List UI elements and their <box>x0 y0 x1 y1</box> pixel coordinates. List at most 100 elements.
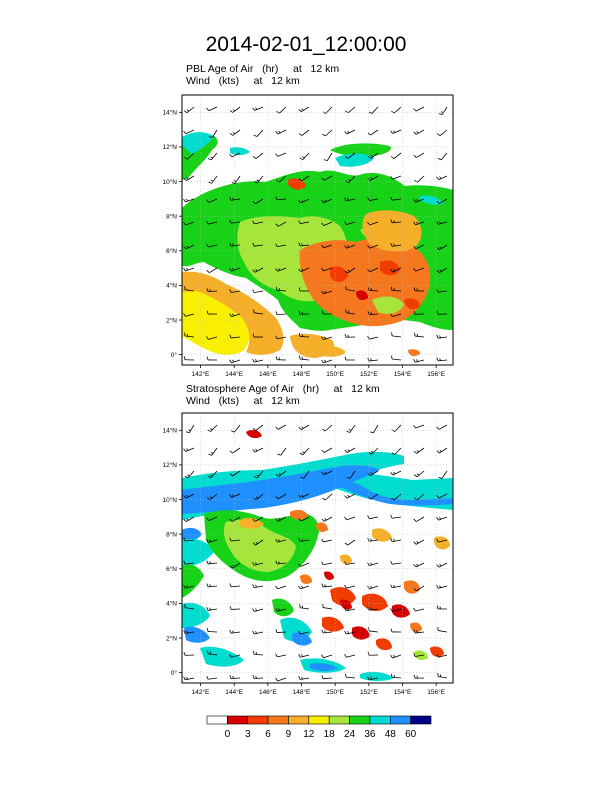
wind-barb <box>344 607 356 612</box>
wind-barb <box>390 608 402 612</box>
wind-barb <box>300 470 310 479</box>
x-tick-label: 148°E <box>293 688 311 696</box>
wind-barb <box>183 313 195 317</box>
wind-barb <box>183 516 195 522</box>
wind-barb <box>436 424 448 430</box>
wind-barb <box>229 470 241 477</box>
wind-barb <box>252 516 264 522</box>
wind-barb <box>183 198 195 203</box>
wind-barb <box>206 583 218 588</box>
wind-barb <box>184 286 195 292</box>
wind-barb <box>436 516 448 521</box>
wind-barb <box>253 470 264 479</box>
wind-barb <box>345 309 356 315</box>
wind-barb <box>367 493 379 500</box>
wind-barb <box>436 562 448 568</box>
wind-barb <box>414 332 425 338</box>
wind-barb <box>436 334 448 339</box>
wind-barb <box>275 129 287 135</box>
colorbar-label: 18 <box>324 729 336 740</box>
wind-barb <box>367 152 379 159</box>
wind-barb <box>321 267 333 272</box>
wind-barb <box>436 244 448 251</box>
wind-barb <box>390 129 402 134</box>
wind-barb <box>367 651 379 656</box>
wind-barb <box>229 197 241 201</box>
y-tick-label: 2°N <box>166 316 177 324</box>
wind-barb <box>391 332 402 338</box>
wind-barb <box>183 267 195 272</box>
wind-barb <box>390 196 402 201</box>
wind-barb <box>229 583 241 588</box>
x-tick-label: 154°E <box>394 688 412 696</box>
wind-barb <box>390 628 402 633</box>
wind-barb <box>345 175 356 183</box>
wind-barb <box>321 336 333 340</box>
x-tick-label: 152°E <box>360 688 378 696</box>
colorbar-swatch <box>369 715 391 725</box>
x-tick-label: 156°E <box>427 370 445 378</box>
wind-barb <box>252 562 264 566</box>
wind-barb <box>437 152 448 161</box>
wind-barb <box>413 152 425 158</box>
wind-barb <box>229 359 241 364</box>
wind-barb <box>206 243 218 248</box>
wind-barb <box>229 219 241 224</box>
wind-barb <box>208 175 218 184</box>
wind-barb <box>321 447 333 453</box>
panel2-plot: 142°E 144°E 146°E 148°E 150°E 152°E 154°E 156°E… <box>162 412 454 696</box>
wind-barb <box>298 424 310 431</box>
wind-barb <box>229 654 241 658</box>
figure-title: 2014-02-01_12:00:00 <box>205 33 407 56</box>
colorbar-label: 48 <box>385 729 397 740</box>
y-tick-label: 12°N <box>162 461 177 469</box>
wind-barb <box>367 606 379 611</box>
wind-barb <box>367 267 379 273</box>
wind-barb <box>275 677 287 682</box>
wind-barb <box>252 152 264 159</box>
wind-barb <box>275 221 287 227</box>
wind-barb <box>344 129 356 135</box>
wind-barb <box>252 675 264 679</box>
wind-barb <box>413 287 425 292</box>
wind-barb <box>184 470 195 479</box>
x-tick-label: 154°E <box>394 370 412 378</box>
wind-barb <box>344 584 356 589</box>
panel1-plot: 142°E 144°E 146°E 148°E 150°E 152°E 154°E 156°E… <box>162 94 454 378</box>
wind-barb <box>346 470 356 479</box>
wind-barb <box>390 242 402 247</box>
wind-barb <box>275 196 287 201</box>
wind-barb <box>438 470 448 479</box>
wind-barb <box>369 424 379 434</box>
wind-barb <box>321 221 333 226</box>
y-tick-label: 8°N <box>166 530 177 538</box>
y-tick-label: 2°N <box>166 634 177 642</box>
wind-barb <box>322 604 333 610</box>
wind-barb <box>390 538 402 542</box>
panel2-wind-barbs <box>183 424 448 682</box>
wind-barb <box>252 198 264 205</box>
wind-barb <box>183 676 195 681</box>
x-tick-label: 150°E <box>326 370 344 378</box>
x-tick-label: 146°E <box>259 370 277 378</box>
wind-barb <box>367 244 379 249</box>
wind-barb <box>436 175 448 180</box>
wind-barb <box>183 356 195 361</box>
wind-barb <box>207 470 218 479</box>
wind-barb <box>436 653 448 658</box>
wind-barb <box>413 674 425 679</box>
wind-barb <box>298 585 310 590</box>
wind-barb <box>321 470 333 476</box>
wind-barb <box>275 470 287 477</box>
wind-barb <box>275 516 287 522</box>
wind-barb <box>367 562 379 567</box>
wind-barb <box>183 129 195 135</box>
wind-barb <box>436 585 448 589</box>
wind-barb <box>183 651 195 656</box>
wind-barb <box>344 561 356 565</box>
wind-barb <box>206 106 218 112</box>
wind-barb <box>437 672 448 679</box>
wind-barb <box>367 537 379 542</box>
wind-barb <box>298 516 310 522</box>
wind-barb <box>275 424 287 430</box>
